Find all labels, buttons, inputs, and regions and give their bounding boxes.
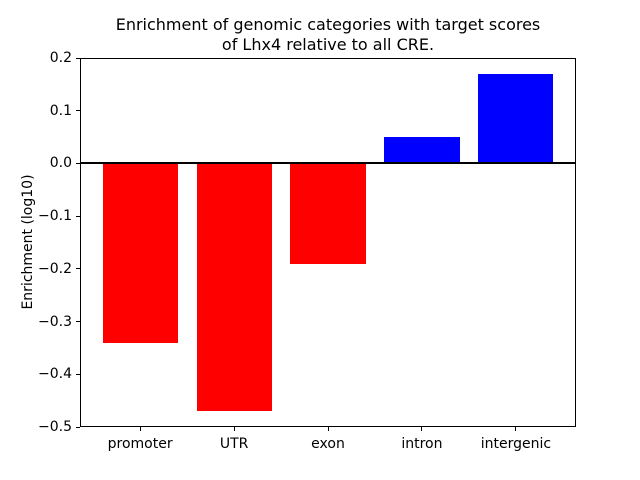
bar-promoter	[102, 163, 178, 343]
bar-exon	[290, 163, 366, 264]
y-tick-mark	[76, 57, 80, 59]
x-tick-label-intergenic: intergenic	[480, 436, 552, 452]
y-tick-label: 0.2	[49, 50, 72, 66]
y-tick-label: −0.4	[38, 366, 72, 383]
chart-title-line2: of Lhx4 relative to all CRE.	[221, 35, 435, 54]
bar-intergenic	[478, 73, 554, 164]
x-tick-label-intron: intron	[401, 436, 443, 452]
x-tick-mark	[515, 427, 517, 431]
x-tick-mark	[327, 427, 329, 431]
x-tick-mark	[139, 427, 141, 431]
y-axis-label: Enrichment (log10)	[20, 174, 36, 310]
x-tick-label-promoter: promoter	[107, 436, 173, 452]
y-tick-label: −0.1	[38, 208, 72, 225]
y-tick-mark	[76, 162, 80, 164]
y-tick-mark	[76, 373, 80, 375]
chart-title-line1: Enrichment of genomic categories with ta…	[115, 15, 541, 34]
x-tick-label-exon: exon	[311, 436, 345, 452]
y-tick-mark	[76, 321, 80, 323]
x-tick-mark	[421, 427, 423, 431]
x-tick-mark	[233, 427, 235, 431]
y-tick-mark	[76, 426, 80, 428]
y-tick-label: 0.0	[49, 155, 72, 172]
y-tick-label: −0.3	[38, 313, 72, 330]
bar-intron	[384, 137, 460, 164]
y-tick-label: −0.5	[38, 419, 72, 435]
y-tick-label: 0.1	[49, 102, 72, 119]
chart-title: Enrichment of genomic categories with ta…	[80, 15, 576, 55]
bar-UTR	[196, 163, 272, 412]
y-tick-mark	[76, 110, 80, 112]
x-tick-label-UTR: UTR	[219, 436, 249, 452]
y-tick-mark	[76, 268, 80, 270]
y-tick-mark	[76, 215, 80, 217]
y-tick-label: −0.2	[38, 260, 72, 277]
zero-line	[80, 162, 576, 165]
